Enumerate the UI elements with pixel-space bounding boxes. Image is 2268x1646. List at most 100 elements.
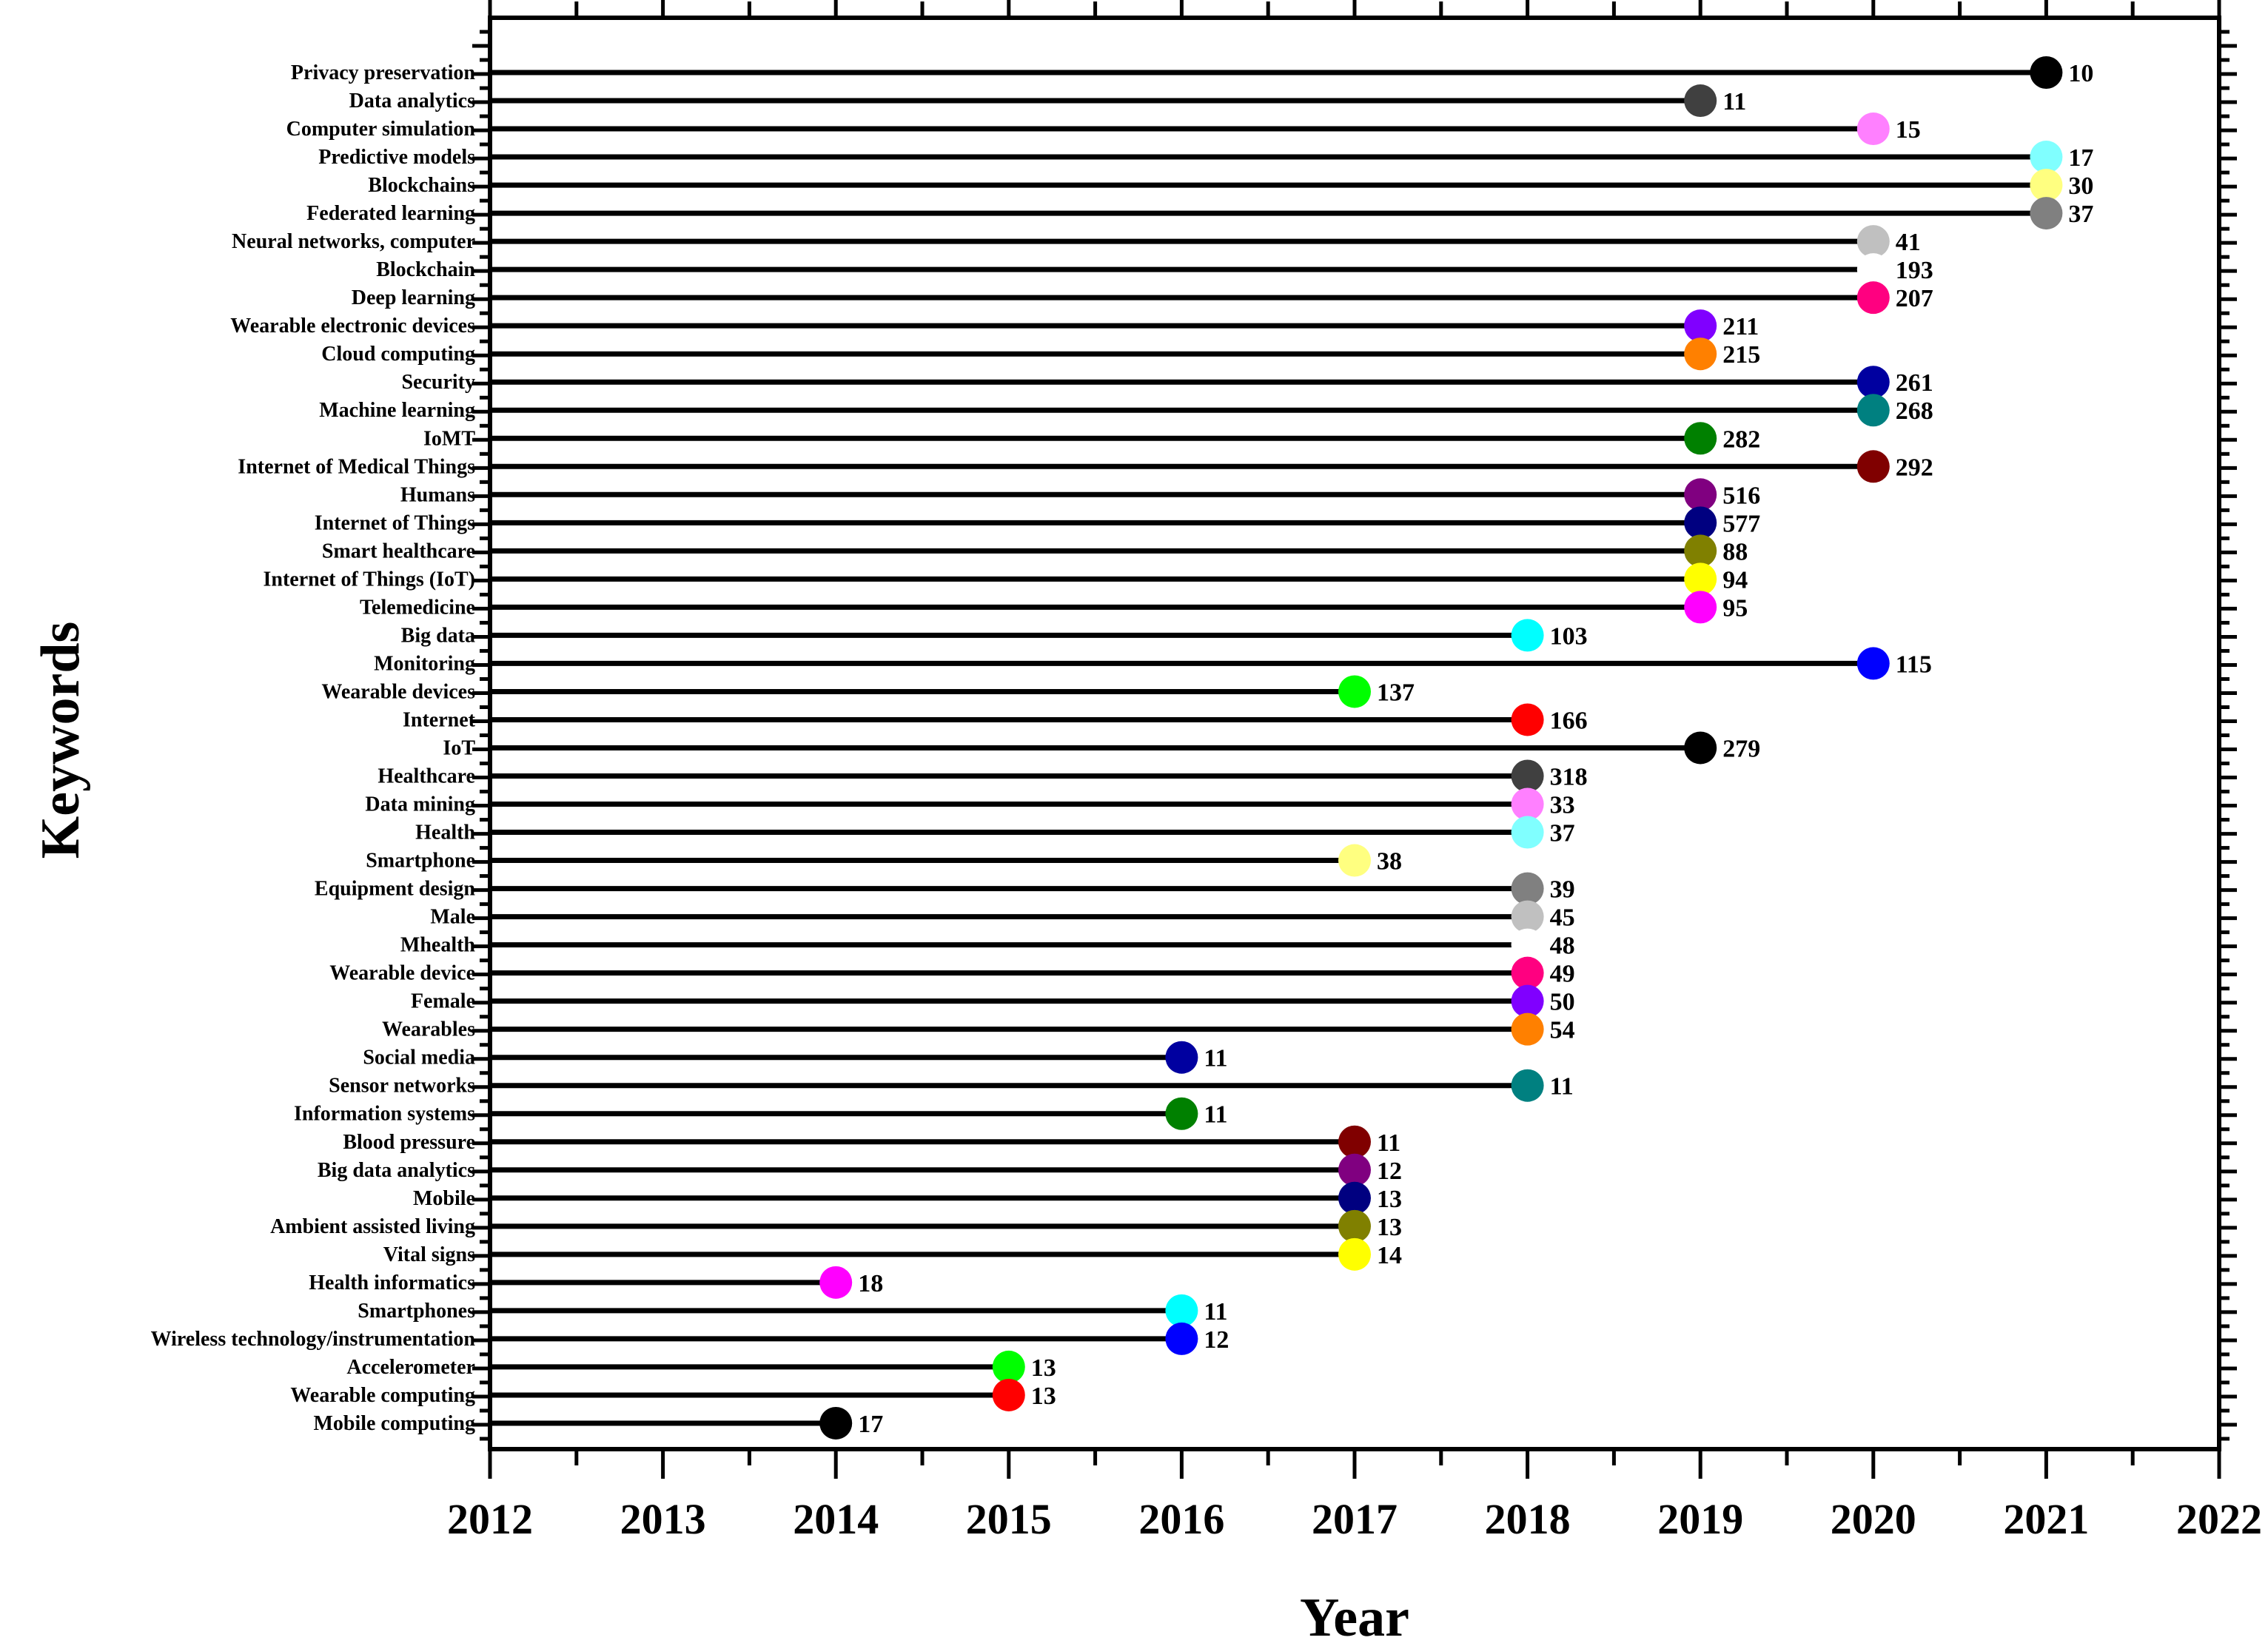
- keyword-label: Internet: [403, 708, 476, 731]
- keyword-label: Telemedicine: [360, 596, 475, 619]
- keyword-label: Smartphones: [358, 1300, 475, 1323]
- data-point: [1511, 619, 1544, 652]
- keyword-label: IoT: [443, 736, 475, 759]
- data-point: [1511, 872, 1544, 905]
- value-label: 137: [1377, 679, 1415, 706]
- value-label: 13: [1377, 1214, 1402, 1241]
- keyword-label: Vital signs: [383, 1243, 475, 1266]
- value-label: 11: [1204, 1298, 1227, 1326]
- value-label: 37: [1550, 820, 1575, 847]
- data-point: [1684, 506, 1717, 540]
- data-point: [2030, 169, 2063, 202]
- data-point: [819, 1266, 853, 1299]
- keyword-label: Deep learning: [352, 286, 475, 309]
- value-label: 103: [1550, 622, 1588, 650]
- value-label: 268: [1896, 397, 1933, 425]
- data-point: [1684, 422, 1717, 455]
- data-point: [1856, 112, 1890, 146]
- value-label: 11: [1550, 1073, 1574, 1101]
- data-point: [1684, 562, 1717, 596]
- keyword-label: Smartphone: [366, 850, 475, 873]
- keyword-label: Machine learning: [319, 399, 475, 422]
- x-tick-label: 2020: [1831, 1495, 1916, 1543]
- x-tick-labels: 2012 2013 2014 2015 2016 2017 2018 2019 2020 2021…: [447, 1495, 2262, 1543]
- data-point: [1338, 675, 1371, 708]
- data-point: [1856, 225, 1890, 258]
- data-point: [1856, 394, 1890, 427]
- value-label: 12: [1377, 1158, 1402, 1185]
- keyword-label: Blockchain: [376, 258, 475, 281]
- value-label: 17: [858, 1411, 883, 1438]
- keyword-label: Wearables: [382, 1018, 475, 1041]
- value-label: 10: [2068, 60, 2093, 87]
- value-labels: 1011151730374119320721121526126828229251…: [858, 60, 2093, 1438]
- keyword-label: Information systems: [294, 1103, 475, 1126]
- value-label: 11: [1204, 1045, 1227, 1072]
- x-tick-label: 2015: [966, 1495, 1052, 1543]
- keyword-label: Humans: [400, 483, 475, 506]
- keyword-label: Wearable electronic devices: [230, 315, 475, 337]
- data-point: [1511, 1069, 1544, 1102]
- data-point: [1511, 1012, 1544, 1046]
- keyword-label: Health: [415, 822, 475, 844]
- data-point: [1684, 84, 1717, 118]
- value-label: 516: [1722, 482, 1760, 509]
- data-point: [1338, 1209, 1371, 1243]
- data-point: [819, 1406, 853, 1440]
- data-point: [2030, 197, 2063, 230]
- value-label: 41: [1896, 229, 1921, 256]
- value-label: 88: [1722, 538, 1748, 565]
- x-tick-label: 2016: [1138, 1495, 1224, 1543]
- keyword-label: Data mining: [365, 793, 475, 816]
- data-point: [1165, 1294, 1198, 1327]
- value-label: 193: [1896, 257, 1933, 284]
- x-tick-label: 2018: [1485, 1495, 1571, 1543]
- data-point: [1511, 928, 1544, 961]
- value-label: 11: [1204, 1101, 1227, 1129]
- value-label: 318: [1550, 764, 1588, 791]
- data-point: [1165, 1097, 1198, 1130]
- data-point: [1338, 1237, 1371, 1271]
- keyword-label: Internet of Things (IoT): [263, 568, 475, 591]
- keyword-label: Mhealth: [400, 934, 476, 957]
- data-point: [992, 1378, 1025, 1411]
- data-point: [1856, 647, 1890, 680]
- data-point: [1684, 731, 1717, 765]
- x-tick-label: 2013: [620, 1495, 706, 1543]
- value-label: 94: [1722, 566, 1748, 594]
- keyword-label: Wearable computing: [290, 1384, 475, 1407]
- keyword-label: Male: [430, 906, 475, 929]
- data-point: [1684, 309, 1717, 343]
- data-point: [1338, 1181, 1371, 1215]
- data-point: [1338, 1153, 1371, 1186]
- value-label: 215: [1722, 341, 1760, 369]
- keyword-label: Mobile computing: [313, 1412, 475, 1435]
- y-axis-title: Keywords: [30, 622, 91, 859]
- value-label: 12: [1204, 1326, 1229, 1354]
- keyword-label: Sensor networks: [329, 1075, 475, 1098]
- keyword-label: Security: [401, 371, 475, 394]
- data-point: [1511, 900, 1544, 933]
- value-label: 49: [1550, 961, 1575, 988]
- value-label: 14: [1377, 1242, 1402, 1269]
- value-label: 18: [858, 1270, 883, 1297]
- data-point: [1338, 844, 1371, 877]
- data-point: [1165, 1041, 1198, 1074]
- value-label: 279: [1722, 735, 1760, 762]
- keyword-label: Cloud computing: [321, 343, 475, 366]
- keyword-label: Big data analytics: [318, 1159, 475, 1182]
- data-point: [1684, 337, 1717, 371]
- keyword-label: Healthcare: [378, 765, 475, 788]
- value-label: 33: [1550, 792, 1575, 819]
- data-point: [1684, 534, 1717, 568]
- data-point: [1856, 281, 1890, 315]
- keyword-label: Internet of Things: [315, 511, 475, 534]
- value-label: 45: [1550, 904, 1575, 932]
- keyword-label: Social media: [363, 1047, 475, 1069]
- data-point: [1511, 984, 1544, 1018]
- data-point: [2030, 56, 2063, 89]
- value-label: 13: [1377, 1186, 1402, 1213]
- keyword-label: Wireless technology/instrumentation: [151, 1328, 476, 1351]
- data-point: [1165, 1322, 1198, 1355]
